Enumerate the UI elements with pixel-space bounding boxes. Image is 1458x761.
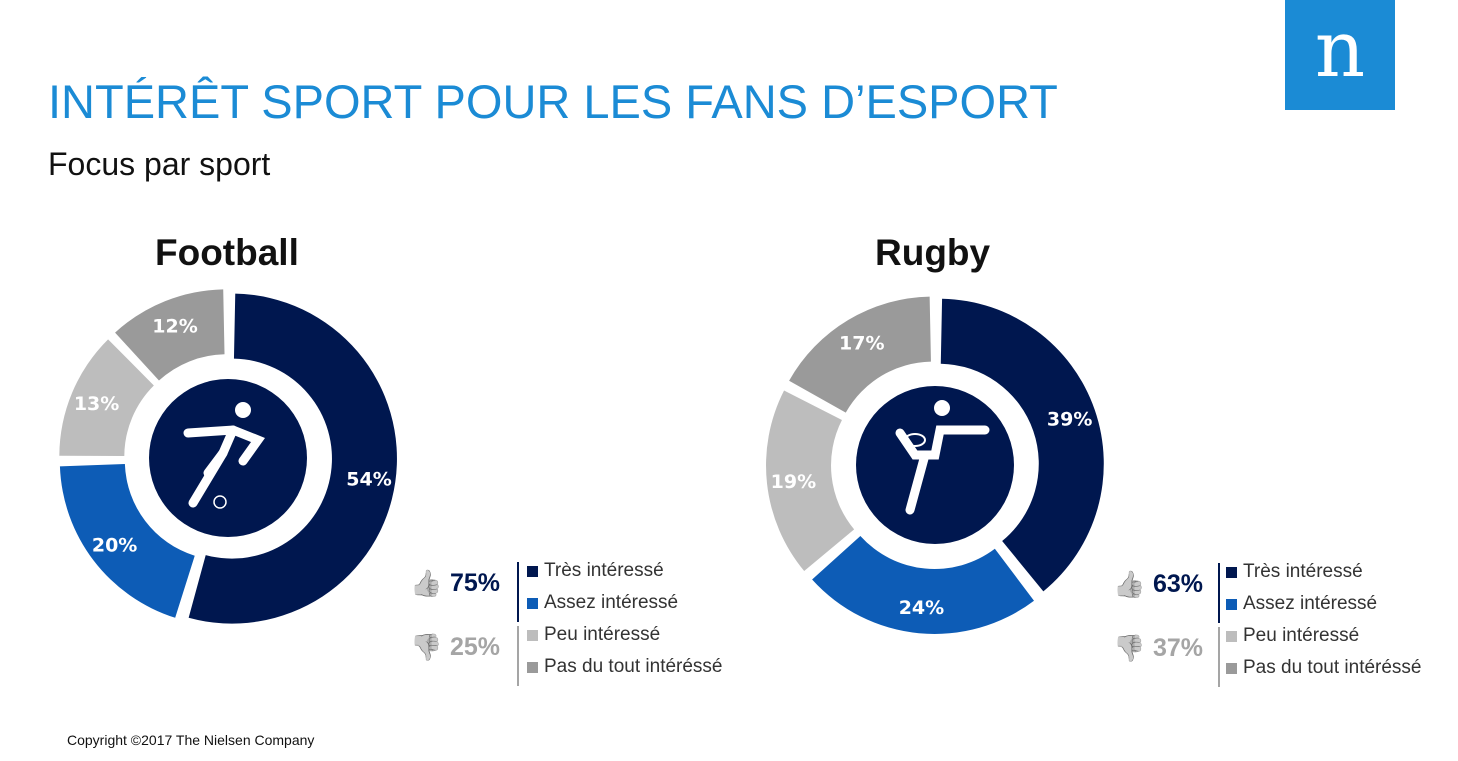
slice-2	[59, 464, 195, 618]
legend-swatch	[1226, 566, 1237, 578]
negative-percent: 25%	[450, 633, 501, 661]
slice-3	[59, 339, 154, 457]
legend-swatch	[1226, 630, 1237, 642]
slice-2	[812, 535, 1035, 634]
legend-label: Assez intéressé	[544, 592, 679, 613]
legend-label: Assez intéressé	[1243, 593, 1378, 614]
positive-summary: 👍 75%	[410, 568, 512, 599]
divider	[1218, 627, 1220, 687]
football-player-icon	[183, 402, 265, 509]
data-label: 20%	[92, 534, 137, 556]
thumbs-down-icon: 👎	[1113, 633, 1146, 663]
slice-4	[789, 296, 931, 413]
slice-3	[766, 390, 855, 571]
thumbs-up-icon: 👍	[410, 568, 443, 598]
slice-1	[188, 293, 397, 624]
negative-percent: 37%	[1153, 634, 1204, 662]
legend-label: Peu intéressé	[1243, 625, 1360, 646]
divider	[517, 626, 519, 686]
legend-item: Très intéressé	[527, 560, 664, 582]
legend-label: Pas du tout intéréssé	[1243, 657, 1422, 678]
thumbs-down-icon: 👎	[410, 632, 443, 662]
donut-football: 54% 20% 13% 12%	[59, 289, 397, 624]
legend-swatch	[527, 629, 538, 641]
page-subtitle: Focus par sport	[48, 146, 271, 182]
donut-rugby: 39% 24% 19% 17%	[766, 296, 1104, 634]
legend-label: Très intéressé	[1243, 561, 1363, 582]
thumbs-up-icon: 👍	[1113, 569, 1146, 599]
slice-1	[940, 298, 1104, 592]
football-player-icon-bg	[149, 379, 307, 537]
data-label: 39%	[1047, 408, 1092, 430]
positive-percent: 75%	[450, 569, 501, 597]
page-title: INTÉRÊT SPORT POUR LES FANS D’ESPORT	[48, 75, 1058, 128]
negative-summary: 👎 25%	[410, 632, 512, 663]
legend-swatch	[527, 597, 538, 609]
legend-swatch	[527, 565, 538, 577]
data-label: 12%	[152, 316, 197, 338]
legend-swatch	[1226, 662, 1237, 674]
legend-label: Peu intéressé	[544, 624, 661, 645]
legend-item: Pas du tout intéréssé	[527, 656, 723, 678]
positive-percent: 63%	[1153, 570, 1204, 598]
divider	[517, 562, 519, 622]
rugby-player-icon	[895, 400, 990, 515]
divider	[1218, 563, 1220, 623]
legend-item: Peu intéressé	[1226, 625, 1359, 647]
legend-label: Pas du tout intéréssé	[544, 656, 723, 677]
data-label: 54%	[346, 468, 391, 490]
negative-summary: 👎 37%	[1113, 633, 1215, 664]
legend-item: Assez intéressé	[527, 592, 678, 614]
legend-label: Très intéressé	[544, 560, 664, 581]
positive-summary: 👍 63%	[1113, 569, 1215, 600]
data-label: 19%	[771, 471, 816, 493]
legend-item: Peu intéressé	[527, 624, 660, 646]
legend-item: Pas du tout intéréssé	[1226, 657, 1422, 679]
chart-title-football: Football	[155, 232, 299, 273]
data-label: 17%	[839, 333, 884, 355]
slice-4	[115, 289, 225, 381]
copyright: Copyright ©2017 The Nielsen Company	[67, 732, 315, 748]
legend-swatch	[527, 661, 538, 673]
nielsen-logo: n	[1285, 0, 1395, 110]
legend-swatch	[1226, 598, 1237, 610]
chart-title-rugby: Rugby	[875, 232, 991, 273]
data-label: 13%	[74, 393, 119, 415]
legend-item: Assez intéressé	[1226, 593, 1377, 615]
data-label: 24%	[899, 597, 944, 619]
legend-item: Très intéressé	[1226, 561, 1363, 583]
